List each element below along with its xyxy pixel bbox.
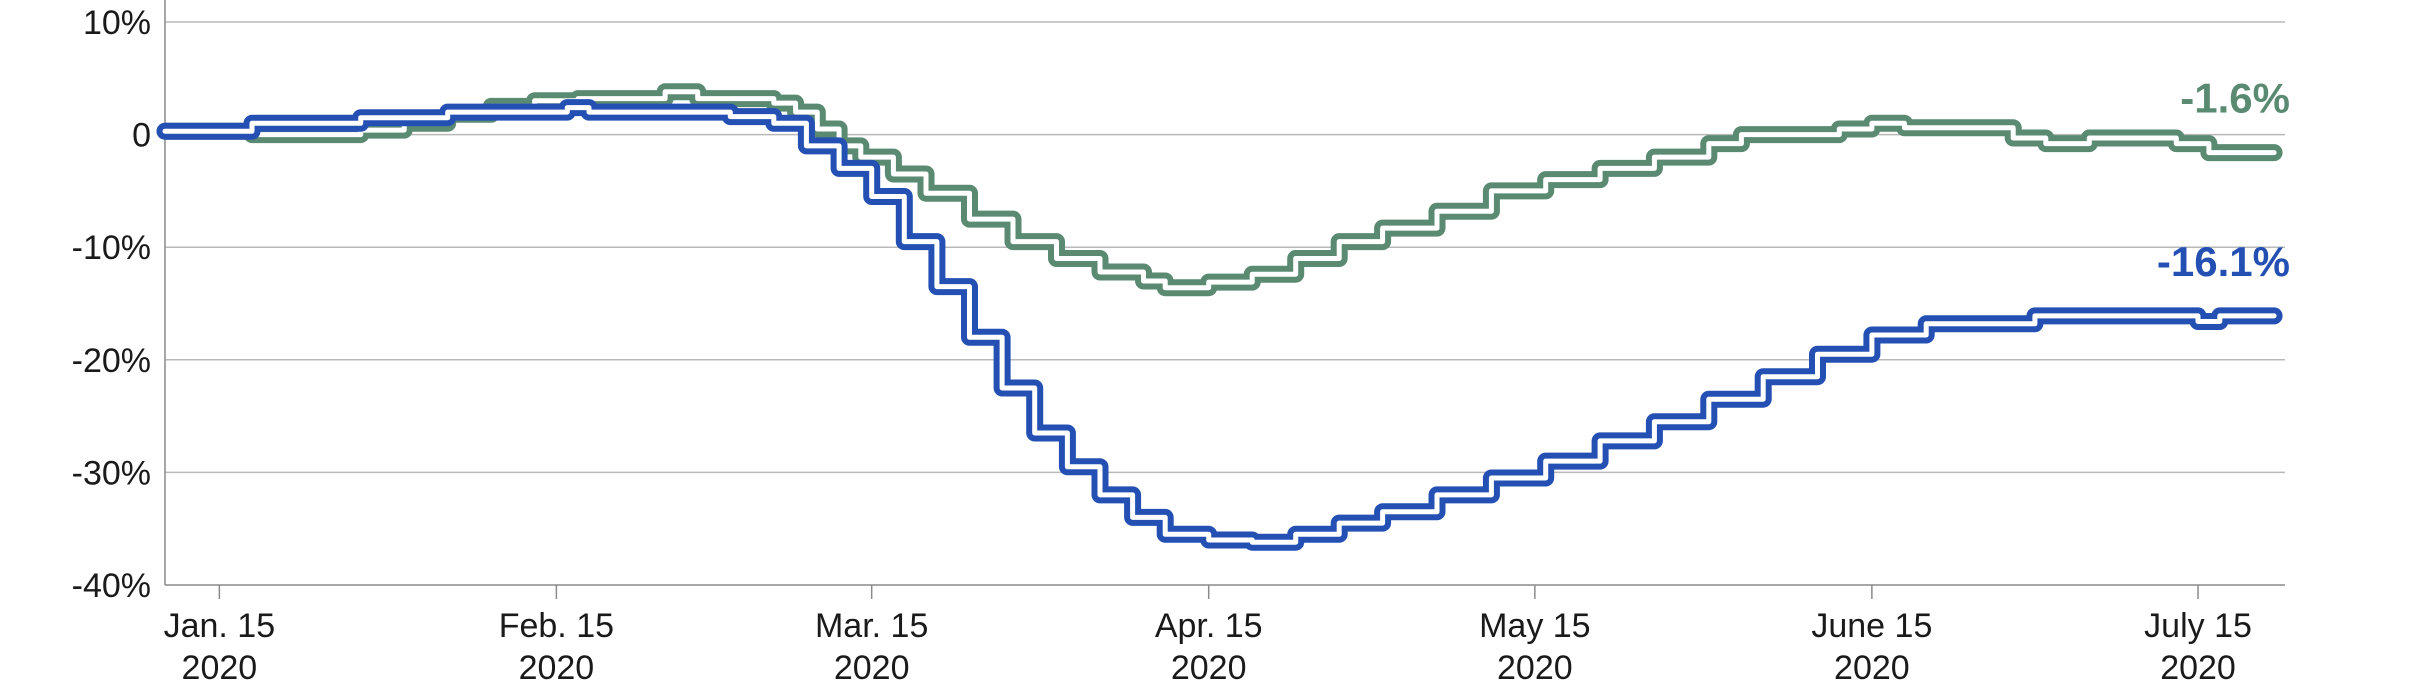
x-tick-label-year: 2020	[1497, 649, 1573, 687]
y-tick-label: -40%	[72, 567, 151, 605]
x-tick-label-year: 2020	[1171, 649, 1247, 687]
grid-lines	[165, 21, 2285, 474]
series-line-outline-0	[156, 83, 2283, 297]
x-axis-tick-labels: Jan. 15 2020 Feb. 15 2020 Mar. 15 2020 Apr. 15…	[164, 607, 2252, 687]
x-tick-label-year: 2020	[1834, 649, 1910, 687]
series-end-value-label: -16.1%	[2157, 238, 2290, 285]
y-tick-label: -10%	[72, 229, 151, 267]
series-end-value-label: -1.6%	[2180, 75, 2290, 122]
series-line-core-1	[162, 105, 2277, 545]
y-tick-label: 10%	[83, 4, 151, 42]
y-tick-label: -30%	[72, 454, 151, 492]
x-tick-label-month: May 15	[1479, 607, 1591, 645]
x-tick-label-month: June 15	[1811, 607, 1932, 645]
y-tick-label: -20%	[72, 342, 151, 380]
x-tick-label-year: 2020	[834, 649, 910, 687]
x-tick-label-year: 2020	[519, 649, 595, 687]
y-axis-tick-labels: 10% 0 -10% -20% -30% -40%	[72, 4, 151, 605]
x-tick-label-month: Mar. 15	[815, 607, 928, 645]
y-tick-label: 0	[132, 117, 151, 155]
x-tick-label-month: Apr. 15	[1155, 607, 1263, 645]
series-lines	[156, 83, 2283, 551]
x-tick-label-month: Feb. 15	[499, 607, 614, 645]
end-labels: -1.6% -16.1%	[2157, 75, 2290, 285]
x-tick-label-year: 2020	[2160, 649, 2236, 687]
x-tick-label-month: Jan. 15	[164, 607, 276, 645]
x-tick-label-year: 2020	[182, 649, 258, 687]
x-tick-label-month: July 15	[2144, 607, 2252, 645]
axes	[164, 0, 2285, 599]
